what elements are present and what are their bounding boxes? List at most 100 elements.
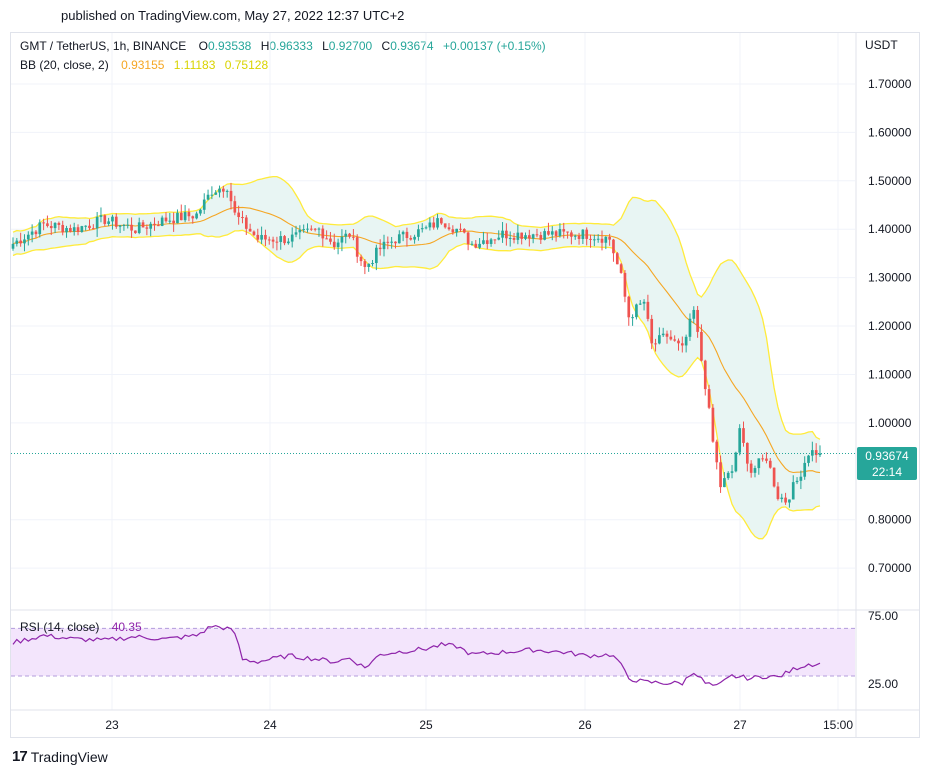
candle-body xyxy=(470,243,474,245)
candle-body xyxy=(531,234,535,239)
footer-brand[interactable]: 17 TradingView xyxy=(12,748,108,765)
candle-body xyxy=(753,468,757,473)
candle-body xyxy=(401,231,405,235)
candle-body xyxy=(390,241,393,243)
candle-body xyxy=(577,235,581,239)
candle-body xyxy=(539,235,543,240)
candle-body xyxy=(730,471,734,473)
candle-body xyxy=(593,239,596,241)
candle-body xyxy=(134,230,137,234)
candle-body xyxy=(661,333,665,336)
candle-body xyxy=(348,233,351,237)
candle-body xyxy=(118,225,122,227)
candle-body xyxy=(711,407,715,442)
symbol-label[interactable]: GMT / TetherUS, 1h, BINANCE xyxy=(20,39,187,53)
candle-body xyxy=(65,228,68,233)
candle-body xyxy=(149,223,153,229)
candle-body xyxy=(554,231,558,236)
candle-body xyxy=(478,243,481,248)
tradingview-logo-icon: 17 xyxy=(12,748,28,765)
candle-body xyxy=(650,318,654,344)
candle-body xyxy=(363,261,367,267)
candle-body xyxy=(543,231,546,240)
candle-body xyxy=(306,228,309,230)
candle-body xyxy=(57,222,61,225)
price-tick-label: 0.80000 xyxy=(868,513,912,527)
candle-body xyxy=(153,223,156,226)
rsi-label[interactable]: RSI (14, close) xyxy=(20,620,100,634)
candle-body xyxy=(757,458,761,469)
candle-body xyxy=(264,234,267,240)
candle-body xyxy=(290,234,294,242)
candle-body xyxy=(688,318,692,337)
candle-body xyxy=(615,253,619,265)
candle-body xyxy=(199,209,202,214)
candle-body xyxy=(742,428,745,443)
time-tick-label: 27 xyxy=(733,718,747,732)
rsi-band xyxy=(11,628,855,676)
candle-body xyxy=(780,497,784,500)
candle-body xyxy=(202,199,206,210)
candle-body xyxy=(768,460,772,468)
candle-body xyxy=(256,234,260,240)
candle-body xyxy=(811,450,814,456)
candle-body xyxy=(589,238,592,240)
candle-body xyxy=(635,304,638,318)
price-tick-label: 1.60000 xyxy=(868,125,912,139)
candle-body xyxy=(627,296,631,318)
price-tick-label: 1.40000 xyxy=(868,222,912,236)
candle-body xyxy=(84,225,88,227)
candle-body xyxy=(69,228,72,232)
candle-body xyxy=(294,232,298,235)
candle-body xyxy=(466,232,470,245)
candle-body xyxy=(111,216,114,222)
candle-body xyxy=(493,239,497,241)
candle-body xyxy=(179,212,183,221)
candle-body xyxy=(665,333,669,337)
rsi-tick-label: 25.00 xyxy=(868,677,898,691)
candle-body xyxy=(206,194,210,200)
price-tick-label: 1.30000 xyxy=(868,271,912,285)
candle-body xyxy=(176,212,179,224)
candle-body xyxy=(497,237,501,240)
candle-body xyxy=(225,190,229,192)
candle-body xyxy=(222,188,225,192)
candle-body xyxy=(788,499,791,503)
candle-body xyxy=(512,237,516,240)
candle-body xyxy=(218,188,221,193)
candle-body xyxy=(573,235,577,237)
candle-body xyxy=(696,309,699,332)
candle-body xyxy=(489,239,493,244)
close-label: C xyxy=(381,39,391,53)
candle-body xyxy=(302,229,306,231)
candle-body xyxy=(608,236,611,240)
price-tick-label: 1.20000 xyxy=(868,319,912,333)
candle-body xyxy=(283,236,286,244)
candle-body xyxy=(428,222,432,228)
candle-body xyxy=(451,229,455,233)
chart-frame xyxy=(10,32,920,738)
price-tick-label: 0.70000 xyxy=(868,561,912,575)
bb-label[interactable]: BB (20, close, 2) xyxy=(20,58,109,72)
bb-basis-value: 0.93155 xyxy=(121,58,165,72)
candle-body xyxy=(394,241,397,244)
price-tick-label: 1.70000 xyxy=(868,77,912,91)
candle-body xyxy=(195,213,198,219)
candle-body xyxy=(642,301,646,304)
candle-body xyxy=(807,455,810,463)
candle-body xyxy=(447,227,451,230)
candle-body xyxy=(684,336,688,346)
candle-body xyxy=(126,224,130,226)
rsi-legend: RSI (14, close) 40.35 xyxy=(20,620,142,634)
candle-body xyxy=(726,472,730,479)
candle-body xyxy=(462,229,466,233)
candle-body xyxy=(432,222,436,228)
candle-body xyxy=(638,303,642,305)
candle-body xyxy=(130,224,133,231)
candle-body xyxy=(298,229,302,233)
candle-body xyxy=(814,450,818,456)
candle-body xyxy=(61,224,65,233)
symbol-legend: GMT / TetherUS, 1h, BINANCE O0.93538 H0.… xyxy=(20,39,546,53)
candle-body xyxy=(114,216,118,227)
